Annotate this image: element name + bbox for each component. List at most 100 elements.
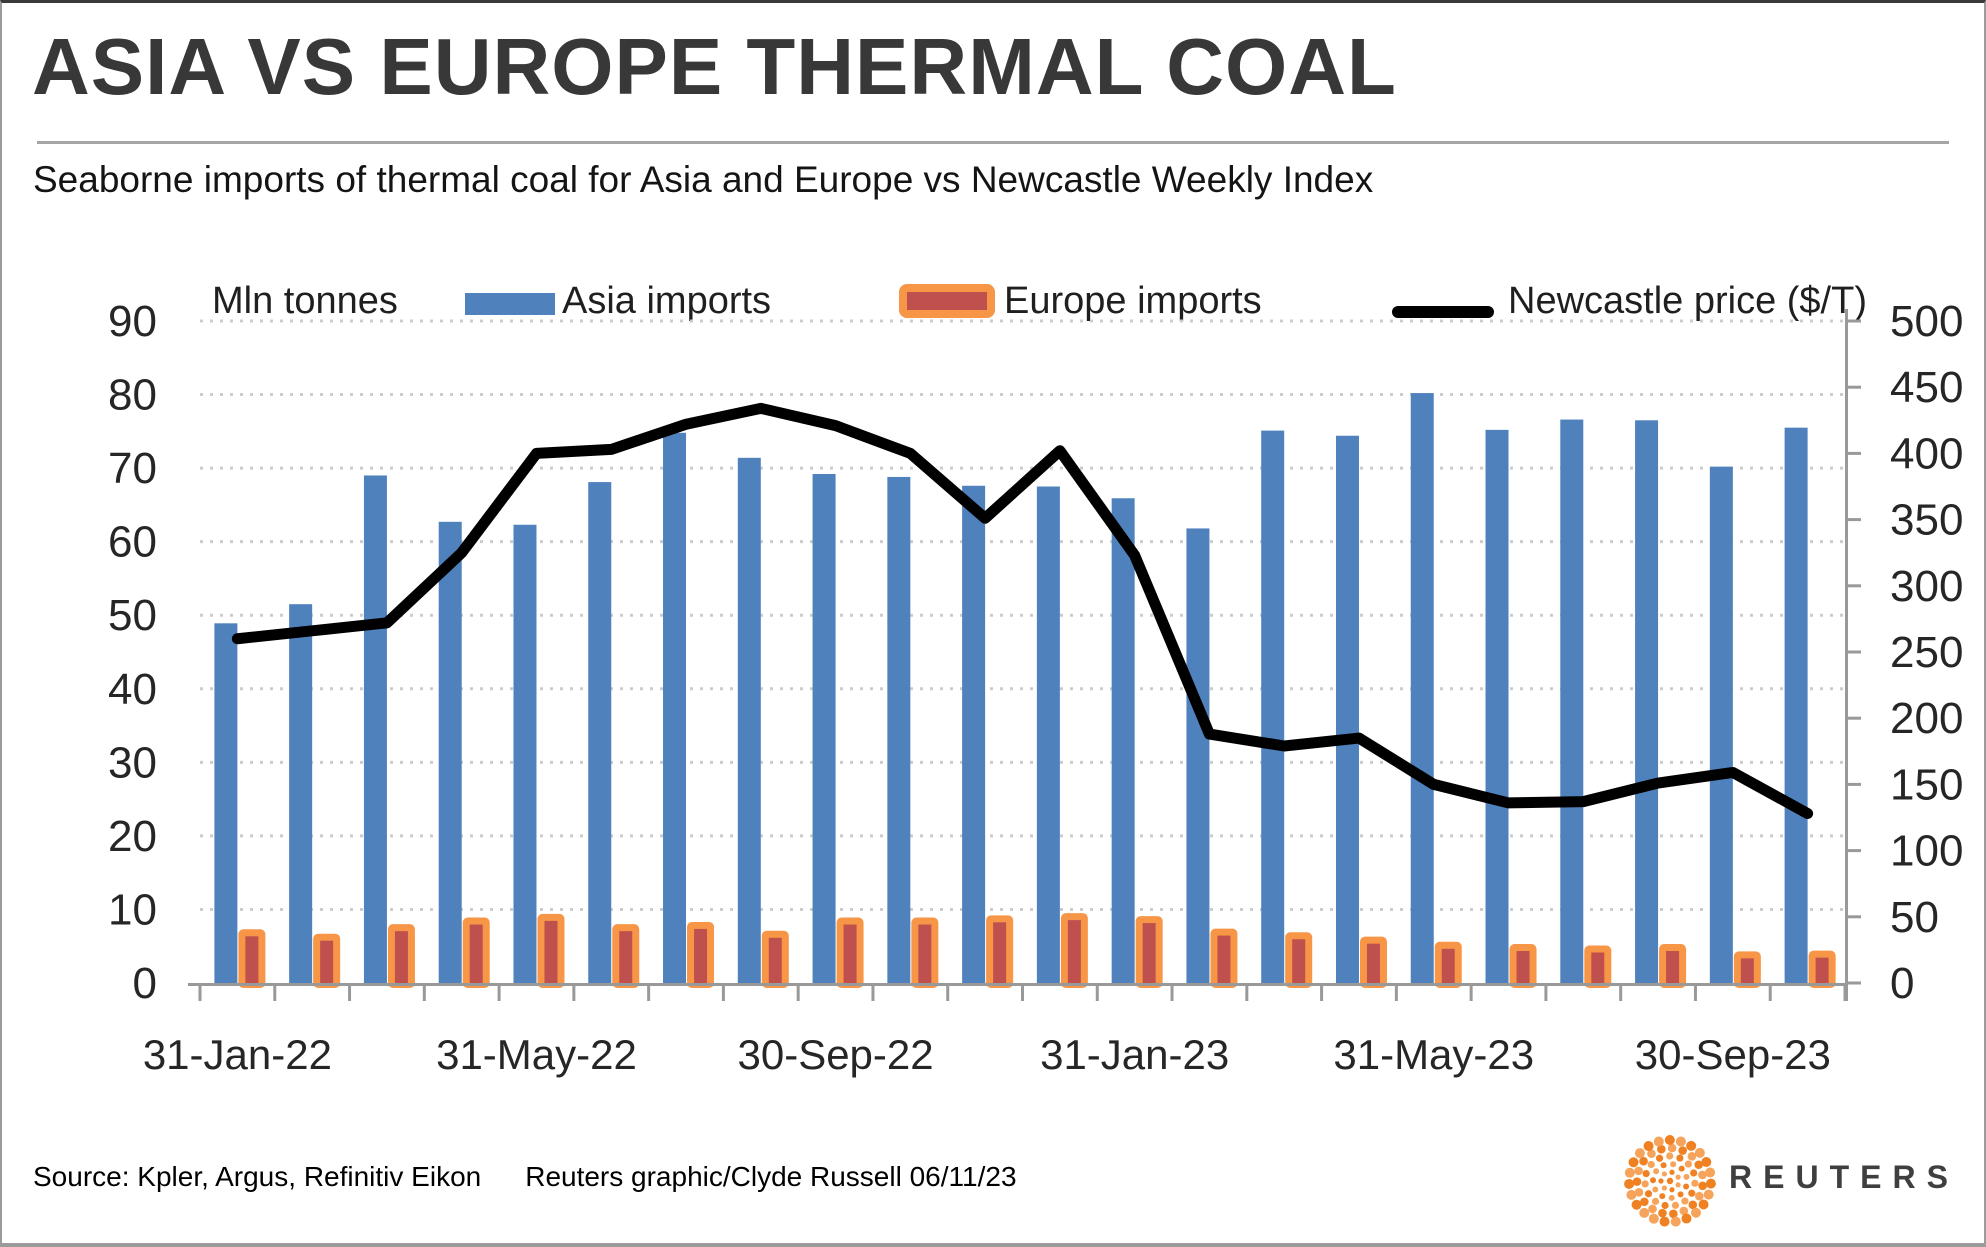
- y-axis-label-left: 30: [108, 738, 157, 787]
- bar-europe-fill: [469, 924, 483, 983]
- x-axis-label: 31-Jan-22: [143, 1031, 332, 1078]
- reuters-logo-dot: [1695, 1191, 1704, 1201]
- bar-asia: [1784, 427, 1808, 984]
- reuters-logo-dot: [1628, 1157, 1639, 1168]
- reuters-logo-dot: [1648, 1204, 1657, 1214]
- y-axis-label-right: 300: [1890, 562, 1963, 611]
- bar-europe-fill: [1067, 920, 1081, 983]
- legend-swatch-newcastle-line: [1392, 306, 1494, 318]
- y-axis-label-left: 10: [108, 885, 157, 934]
- reuters-logo-dot: [1669, 1169, 1675, 1175]
- y-axis-label-left: 70: [108, 444, 157, 493]
- reuters-logo-dot: [1698, 1181, 1707, 1191]
- reuters-logo-dot: [1666, 1152, 1674, 1160]
- reuters-logo-dot: [1668, 1194, 1675, 1201]
- reuters-logo-dot: [1669, 1187, 1675, 1193]
- bar-asia: [1560, 419, 1584, 983]
- reuters-logo-dot: [1644, 1190, 1653, 1198]
- reuters-logo-dot: [1632, 1177, 1642, 1186]
- legend-label-europe: Europe imports: [1004, 280, 1262, 322]
- reuters-logo-dot: [1658, 1208, 1667, 1218]
- reuters-logo-dot: [1655, 1154, 1664, 1162]
- bar-europe-fill: [1217, 935, 1231, 983]
- y-axis-label-left: 80: [108, 371, 157, 420]
- reuters-logo-dot: [1698, 1199, 1709, 1210]
- bar-europe-fill: [993, 922, 1007, 983]
- bar-europe-fill: [245, 936, 259, 983]
- reuters-logo-dot: [1634, 1166, 1643, 1176]
- reuters-logo-dot: [1705, 1167, 1716, 1178]
- y-axis-label-left: 60: [108, 518, 157, 567]
- reuters-logo-dot: [1652, 1186, 1659, 1193]
- reuters-logo-dot: [1684, 1160, 1692, 1168]
- reuters-logo-dot: [1634, 1148, 1645, 1159]
- reuters-logo-dot: [1626, 1189, 1637, 1200]
- bar-asia: [1485, 429, 1509, 984]
- x-axis-label: 31-Jan-23: [1040, 1031, 1229, 1078]
- bar-asia: [1635, 420, 1659, 983]
- bar-europe-fill: [843, 924, 857, 983]
- reuters-logo-dot: [1705, 1178, 1716, 1189]
- reuters-logo-dot: [1683, 1173, 1690, 1180]
- reuters-logo-dot: [1648, 1213, 1659, 1224]
- bar-asia: [1036, 486, 1060, 983]
- legend-label-asia: Asia imports: [562, 280, 772, 322]
- reuters-logo-dot: [1661, 1201, 1669, 1210]
- y-axis-label-left: 50: [108, 591, 157, 640]
- title-divider: [37, 141, 1949, 144]
- bar-europe-fill: [619, 931, 633, 983]
- reuters-logo-dot: [1647, 1160, 1655, 1169]
- y-axis-label-left: 40: [108, 665, 157, 714]
- y-axis-label-left: 0: [133, 959, 157, 1008]
- bar-asia: [588, 482, 612, 983]
- legend-label-newcastle: Newcastle price ($/T): [1508, 280, 1867, 322]
- reuters-logo-dot: [1639, 1207, 1650, 1218]
- y-axis-label-right: 250: [1890, 628, 1963, 677]
- reuters-logo-dot: [1647, 1149, 1656, 1159]
- bar-asia: [1709, 466, 1733, 983]
- x-axis-label: 30-Sep-23: [1635, 1031, 1831, 1078]
- reuters-logo-dot: [1671, 1201, 1680, 1209]
- newcastle-price-line: [231, 402, 1814, 820]
- reuters-logo-dot: [1678, 1165, 1685, 1172]
- bar-asia: [1111, 498, 1135, 983]
- y-axis-label-right: 200: [1890, 694, 1963, 743]
- reuters-logo-dot: [1690, 1207, 1701, 1218]
- reuters-logo-dot: [1683, 1183, 1690, 1190]
- reuters-logo-dot: [1679, 1206, 1689, 1216]
- reuters-logo-dot: [1659, 1193, 1666, 1200]
- reuters-logo-dot: [1661, 1171, 1667, 1177]
- reuters-logo-dot: [1701, 1157, 1712, 1167]
- reuters-logo-dot: [1687, 1152, 1697, 1161]
- y-axis-label-right: 0: [1890, 959, 1914, 1008]
- y-axis-label-right: 400: [1890, 429, 1963, 478]
- reuters-logo-dot: [1675, 1182, 1681, 1188]
- reuters-logo-dot: [1643, 1141, 1654, 1152]
- source-line: Source: Kpler, Argus, Refinitiv Eikon Reu…: [33, 1161, 1017, 1193]
- bar-europe-fill: [320, 940, 334, 983]
- x-axis-label: 30-Sep-22: [737, 1031, 933, 1078]
- reuters-logo-dot: [1667, 1143, 1677, 1153]
- y-axis-label-right: 350: [1890, 496, 1963, 545]
- reuters-logo-dot: [1641, 1180, 1649, 1188]
- bar-europe-fill: [768, 937, 782, 983]
- bar-asia: [887, 476, 911, 983]
- bar-europe-fill: [1666, 951, 1680, 983]
- bar-asia: [1410, 393, 1434, 983]
- reuters-logo-dot: [1698, 1170, 1707, 1180]
- bar-asia: [513, 524, 537, 983]
- reuters-logo-dot: [1675, 1174, 1681, 1180]
- left-axis-unit-label: Mln tonnes: [212, 280, 398, 322]
- reuters-logo-dot: [1688, 1189, 1696, 1197]
- credit-text: Reuters graphic/Clyde Russell 06/11/23: [525, 1161, 1017, 1192]
- bar-asia: [812, 473, 836, 983]
- y-axis-label-right: 50: [1890, 893, 1939, 942]
- reuters-logo-dot: [1653, 1136, 1664, 1147]
- reuters-logo-dot: [1675, 1136, 1686, 1147]
- bar-asia: [1261, 430, 1285, 983]
- legend-swatch-asia: [465, 293, 555, 315]
- combo-chart: 0 10 20 30 40 50 60 70 80 90 0 50 100 150 200 250 300 350…: [108, 297, 1963, 1078]
- bar-europe-fill: [1591, 952, 1605, 983]
- bar-asia: [214, 623, 238, 983]
